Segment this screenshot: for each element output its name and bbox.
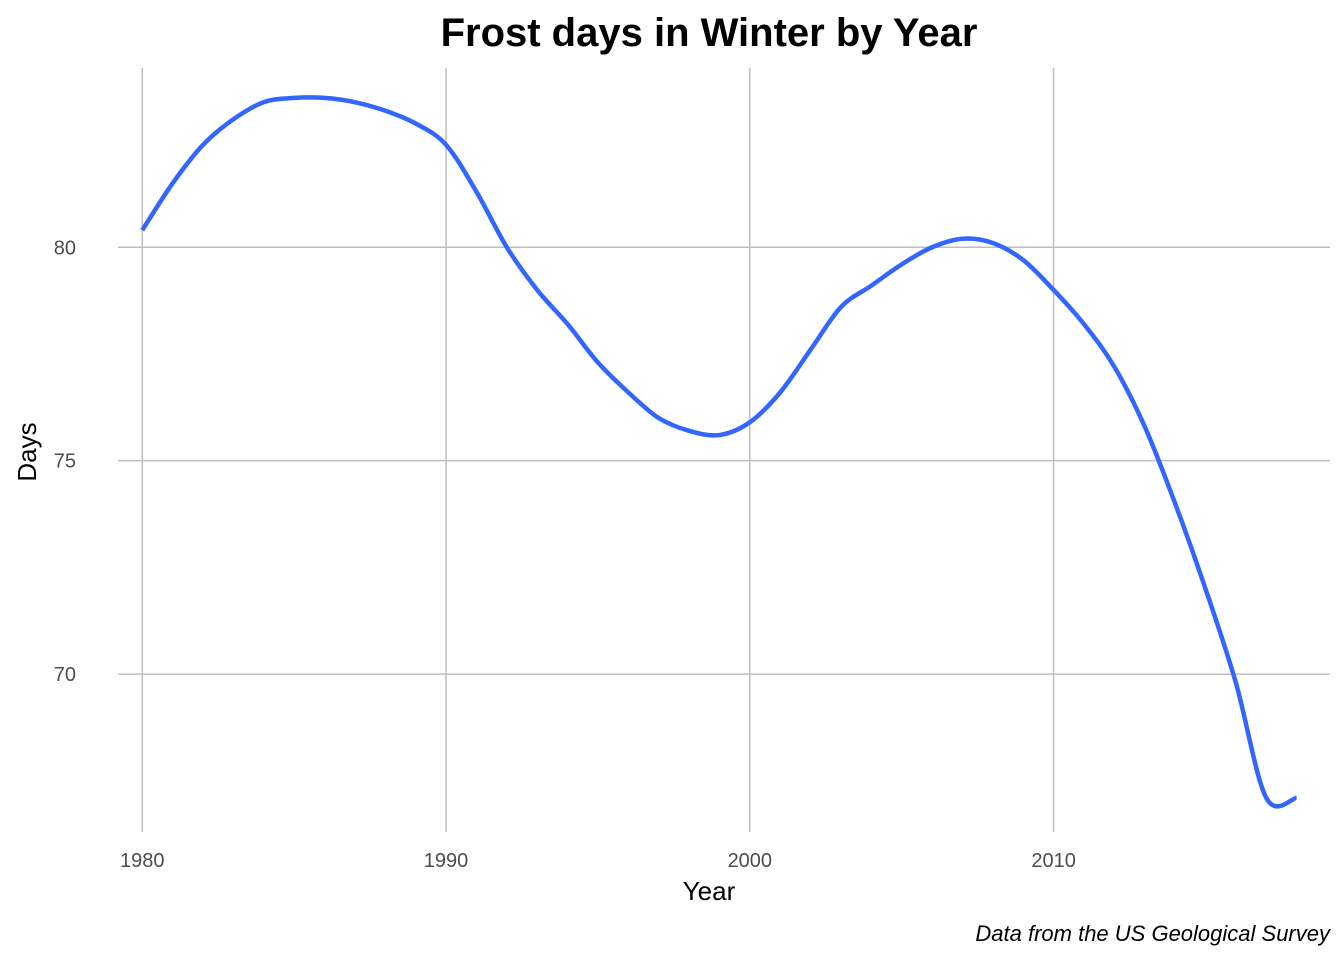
y-tick-label: 70 (54, 664, 76, 686)
y-axis-title: Days (12, 422, 42, 481)
series-layer (140, 95, 1298, 809)
source-caption: Data from the US Geological Survey (975, 921, 1332, 946)
x-tick-label: 2000 (728, 850, 773, 872)
y-tick-label: 80 (54, 237, 76, 259)
chart-title: Frost days in Winter by Year (441, 11, 978, 55)
grid-lines (118, 68, 1330, 832)
x-tick-label: 2010 (1031, 850, 1076, 872)
series-line (140, 95, 1298, 809)
x-tick-label: 1980 (120, 850, 165, 872)
tick-labels: 1980 1990 2000 2010 70 75 80 (54, 237, 1076, 872)
x-tick-label: 1990 (424, 850, 469, 872)
y-tick-label: 75 (54, 451, 76, 473)
x-axis-title: Year (683, 876, 736, 906)
